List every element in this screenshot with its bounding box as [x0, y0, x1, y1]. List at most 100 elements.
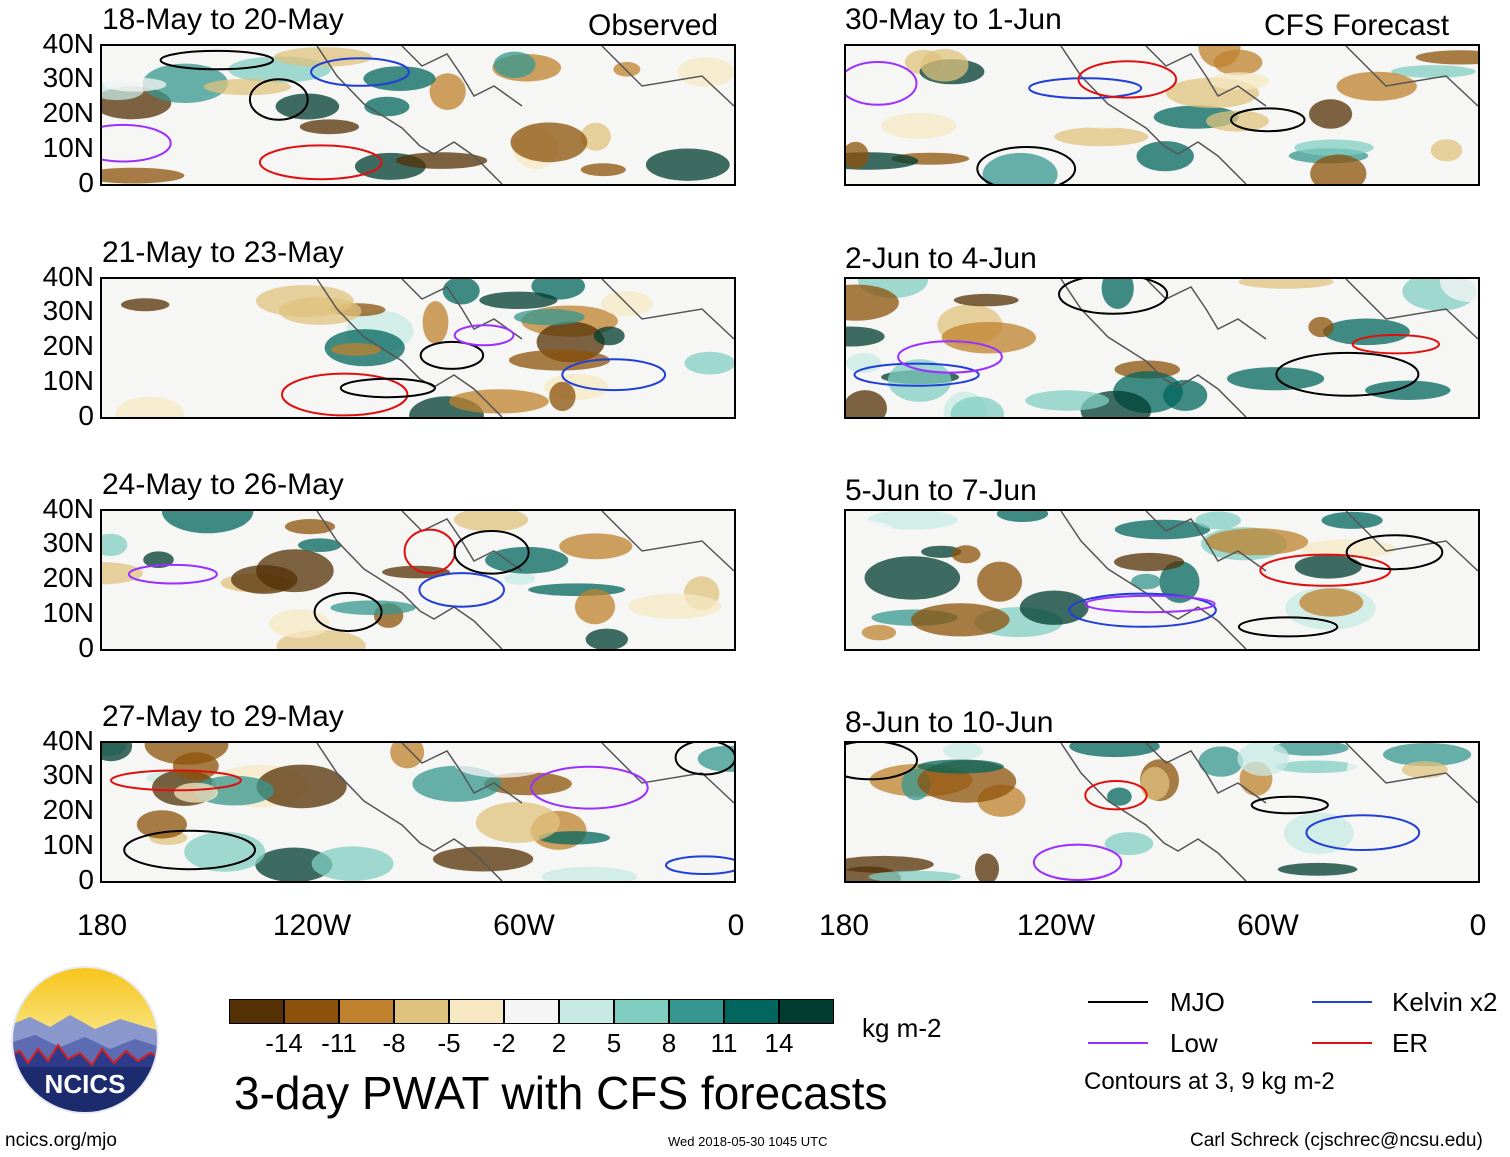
- pwat-anomaly-blob: [1321, 511, 1383, 529]
- wave-contour: [1230, 107, 1306, 133]
- pwat-anomaly-blob: [528, 583, 626, 596]
- pwat-anomaly-blob: [204, 78, 292, 96]
- wave-contour: [1259, 553, 1392, 587]
- map-panel-fcst-4: [844, 741, 1480, 883]
- pwat-anomaly-blob: [697, 745, 734, 772]
- wave-contour: [1237, 616, 1339, 638]
- colorbar-box: [779, 999, 834, 1024]
- panel-title-obs-2: 21-May to 23-May: [102, 236, 344, 269]
- legend-label-er: ER: [1392, 1028, 1429, 1058]
- pwat-anomaly-blob: [613, 62, 641, 77]
- pwat-anomaly-blob: [1198, 46, 1241, 68]
- wave-contour: [419, 340, 485, 370]
- pwat-anomaly-blob: [102, 533, 128, 557]
- pwat-anomaly-blob: [275, 93, 340, 120]
- map-panel-obs-2: [100, 277, 736, 419]
- pwat-anomaly-blob: [846, 284, 899, 321]
- pwat-anomaly-blob: [684, 351, 734, 375]
- pwat-anomaly-blob: [864, 556, 961, 600]
- panel-title-fcst-2: 2-Jun to 4-Jun: [845, 242, 1037, 275]
- pwat-anomaly-blob: [975, 853, 999, 881]
- map-panel-obs-1: [100, 44, 736, 186]
- legend-line-mjo: [1088, 1001, 1148, 1003]
- pwat-anomaly-blob: [103, 77, 167, 92]
- pwat-anomaly-blob: [549, 381, 576, 411]
- lon-label-180-left: 180: [76, 909, 128, 942]
- colorbar-box: [394, 999, 449, 1024]
- panel-title-fcst-3: 5-Jun to 7-Jun: [845, 474, 1037, 507]
- pwat-anomaly-blob: [1136, 141, 1194, 172]
- pwat-anomaly-blob: [429, 73, 466, 110]
- lat-label-row1-0: 40N: [42, 28, 94, 59]
- lat-label-row4-3: 10N: [42, 829, 94, 860]
- wave-contour: [1275, 351, 1420, 397]
- map-field: [102, 46, 734, 184]
- pwat-anomaly-blob: [1415, 50, 1478, 65]
- map-field: [102, 511, 734, 649]
- pwat-anomaly-blob: [479, 291, 558, 309]
- pwat-anomaly-blob: [921, 545, 962, 558]
- pwat-anomaly-blob: [1104, 832, 1154, 856]
- pwat-anomaly-blob: [846, 855, 934, 873]
- pwat-anomaly-blob: [881, 113, 957, 139]
- legend-line-low: [1088, 1042, 1148, 1044]
- pwat-anomaly-blob: [484, 772, 572, 796]
- wave-contour: [1058, 279, 1169, 315]
- pwat-anomaly-blob: [846, 141, 869, 169]
- pwat-anomaly-blob: [1310, 154, 1367, 184]
- lat-label-row1-1: 30N: [42, 62, 94, 93]
- panel-title-obs-4: 27-May to 29-May: [102, 700, 344, 733]
- pwat-anomaly-blob: [617, 513, 681, 539]
- pwat-anomaly-blob: [231, 565, 298, 594]
- lat-label-row3-1: 30N: [42, 527, 94, 558]
- legend-line-er: [1312, 1042, 1372, 1044]
- footer-url: ncics.org/mjo: [5, 1130, 117, 1151]
- pwat-anomaly-blob: [868, 870, 961, 881]
- panel-title-obs-3: 24-May to 26-May: [102, 468, 344, 501]
- pwat-anomaly-blob: [442, 279, 480, 305]
- colorbar-box: [724, 999, 779, 1024]
- pwat-anomaly-blob: [977, 561, 1023, 602]
- wave-contour: [665, 855, 734, 875]
- pwat-anomaly-blob: [475, 801, 560, 843]
- wave-contour: [1345, 534, 1444, 571]
- colorbar-box: [614, 999, 669, 1024]
- wave-contour: [1305, 814, 1421, 851]
- legend-line-kelvin: [1312, 1001, 1372, 1003]
- coastline: [1060, 743, 1478, 881]
- pwat-anomaly-blob: [172, 752, 219, 780]
- colorbar-box: [504, 999, 559, 1024]
- pwat-anomaly-blob: [1294, 554, 1362, 579]
- map-panel-obs-4: [100, 741, 736, 883]
- wave-contour: [1077, 60, 1178, 99]
- pwat-anomaly-blob: [432, 846, 534, 872]
- lon-label-120w-left: 120W: [272, 909, 352, 942]
- pwat-anomaly-blob: [102, 743, 133, 762]
- main-title: 3-day PWAT with CFS forecasts: [234, 1067, 888, 1119]
- pwat-anomaly-blob: [395, 152, 488, 169]
- wave-contour: [897, 340, 1003, 374]
- pwat-anomaly-blob: [867, 511, 958, 530]
- pwat-anomaly-blob: [513, 309, 585, 326]
- pwat-anomaly-blob: [982, 152, 1058, 184]
- map-field: [104, 279, 734, 417]
- wave-contour: [310, 57, 410, 87]
- lon-label-0-right: 0: [1469, 909, 1487, 942]
- footer-timestamp: Wed 2018-05-30 1045 UTC: [668, 1134, 828, 1149]
- pwat-anomaly-blob: [1101, 279, 1134, 309]
- pwat-anomaly-blob: [559, 533, 633, 560]
- colorbar-tick: -11: [321, 1028, 357, 1058]
- lon-label-120w-right: 120W: [1016, 909, 1096, 942]
- pwat-anomaly-blob: [311, 846, 394, 881]
- map-panel-fcst-2: [844, 277, 1480, 419]
- forecast-header: CFS Forecast: [1264, 9, 1450, 42]
- pwat-anomaly-blob: [298, 538, 342, 552]
- lon-label-0-left: 0: [727, 909, 745, 942]
- pwat-anomaly-blob: [504, 572, 536, 585]
- pwat-anomaly-blob: [920, 49, 969, 82]
- pwat-anomaly-blob: [538, 831, 610, 845]
- pwat-anomaly-blob: [284, 519, 336, 535]
- pwat-anomaly-blob: [255, 847, 333, 881]
- map-field: [846, 743, 1478, 881]
- pwat-anomaly-blob: [953, 293, 1019, 307]
